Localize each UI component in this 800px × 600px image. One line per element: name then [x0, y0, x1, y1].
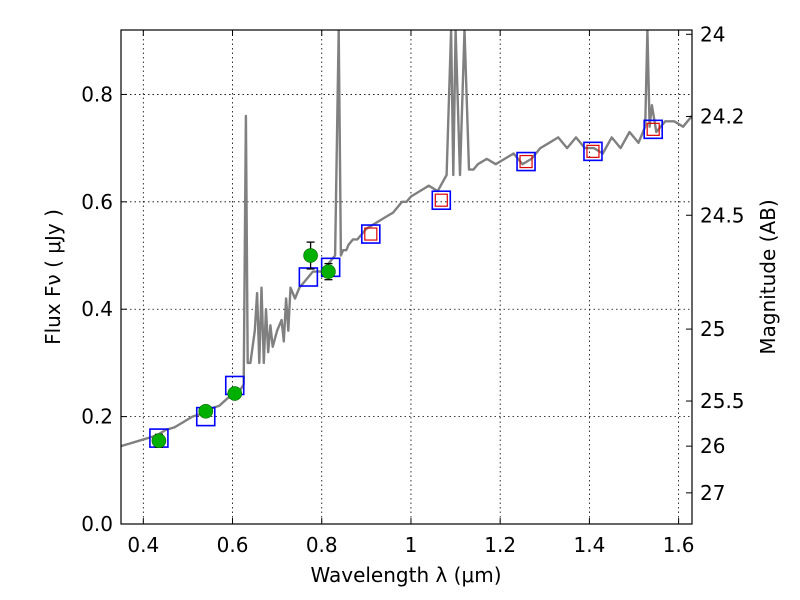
x-tick-label: 1.2: [484, 533, 516, 557]
tick-labels: 0.4 0.6 0.8 1 1.2 1.4 1.6 0.0 0.2 0.4 0.6 0.8 24 24.2…: [81, 22, 744, 557]
spectrum-line: [121, 30, 692, 448]
y-axis-label: Flux Fν ( μJy ): [41, 209, 65, 345]
observed-point: [321, 264, 336, 279]
x-tick-label: 1: [405, 533, 418, 557]
plot-frame: [120, 29, 693, 525]
y2-tick-label: 25.5: [700, 389, 745, 413]
y2-tick-label: 27: [700, 481, 725, 505]
y2-tick-label: 26: [700, 434, 725, 458]
model-box: [431, 190, 452, 211]
y-tick-label: 0.8: [81, 82, 113, 106]
model-box: [298, 267, 319, 287]
observed-point: [303, 248, 318, 263]
model-box: [643, 119, 663, 140]
y-tick-label: 0.0: [81, 512, 113, 536]
model-box: [516, 151, 536, 172]
model-box: [583, 141, 603, 162]
y2-tick-label: 24: [700, 22, 725, 46]
model-box-inner: [364, 227, 378, 241]
y-tick-label: 0.2: [81, 405, 113, 429]
observed-point: [151, 433, 167, 449]
y-tick-label: 0.6: [81, 190, 113, 214]
observed-point: [227, 386, 243, 401]
observed-points-layer: [151, 241, 336, 449]
y2-tick-label: 25: [700, 317, 725, 341]
x-axis-label: Wavelength λ (μm): [310, 563, 501, 587]
x-tick-label: 1.6: [663, 533, 695, 557]
x-tick-label: 0.8: [306, 533, 338, 557]
observed-point: [198, 403, 214, 419]
x-tick-label: 0.4: [127, 533, 159, 557]
x-tick-label: 1.4: [573, 533, 605, 557]
axis-ticks: [121, 30, 692, 525]
x-tick-label: 0.6: [217, 533, 249, 557]
model-box-inner: [434, 193, 448, 207]
model-box: [361, 224, 381, 244]
model-box-inner: [519, 154, 533, 169]
y-tick-label: 0.4: [81, 297, 113, 321]
model-box-inner: [646, 122, 660, 136]
y2-tick-label: 24.2: [700, 104, 745, 128]
y2-axis-label: Magnitude (AB): [756, 199, 780, 354]
spectrum-layer: [121, 30, 692, 448]
y2-tick-label: 24.5: [700, 203, 745, 227]
model-box-inner: [586, 144, 600, 158]
grid-lines: [121, 30, 692, 525]
